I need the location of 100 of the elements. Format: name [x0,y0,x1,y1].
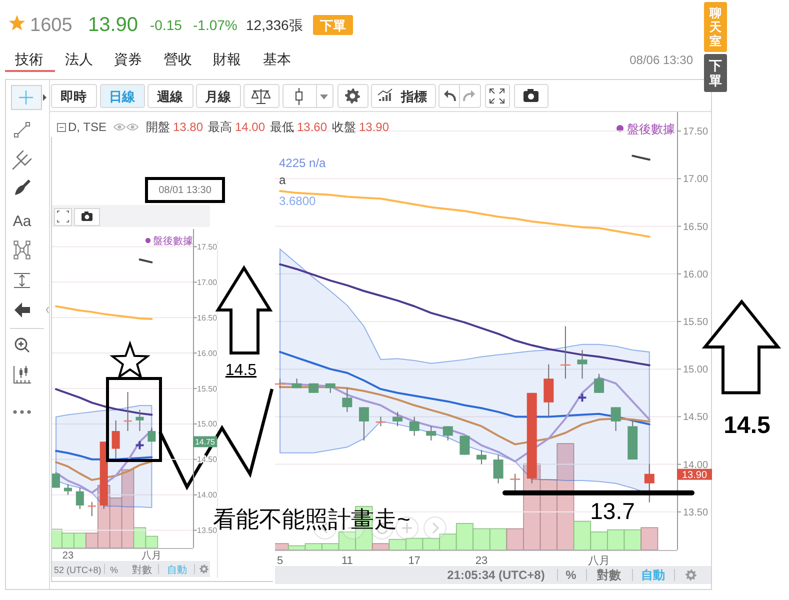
text: 13.90 [88,14,138,36]
text: 法人 [65,51,93,67]
text: 盤後數據 [153,235,193,247]
candlestick [610,406,621,432]
text: 08/01 13:30 [158,185,212,196]
text: D, TSE [68,120,106,134]
text: 營收 [164,51,192,67]
text: % [566,568,577,582]
candlestick [112,420,120,460]
x-tick-label: 11 [341,554,353,567]
annotation: a [279,173,286,187]
candlestick [136,409,144,432]
candlestick [342,388,352,412]
line-series [55,450,153,460]
text: 對數 [596,568,622,582]
text: 12,336張 [246,17,303,33]
y-tick-label: 16.00 [197,348,218,358]
text: 開盤 [146,120,170,134]
line-series [279,350,650,426]
candlestick [460,435,470,456]
annotation: 13.60 [297,120,328,134]
text: 14.75 [194,438,216,446]
y-tick-label: 13.50 [683,507,708,518]
text: 日線 [109,89,136,104]
candlestick [76,487,84,510]
text: 21:05:34 (UTC+8) [447,568,545,582]
y-tick-label: 14.00 [197,490,218,500]
line-series [55,388,153,416]
line-series [279,190,650,238]
text: 自動 [167,564,187,576]
x-tick-label: 17 [408,554,420,567]
text: -0.15 [150,17,182,33]
text: -1.07% [193,17,238,33]
candlestick [376,416,386,427]
candlestick [409,416,420,436]
annotation: 3.6800 [279,194,316,208]
x-tick-label: 23 [62,550,74,562]
y-tick-label: 17.00 [683,174,708,186]
candlestick [544,364,554,418]
text: Aa [12,213,32,230]
candlestick [442,426,453,441]
candlestick [493,454,504,484]
text: 下單 [319,18,346,33]
annotation: 4225 n/a [279,156,326,170]
text: 08/06 13:30 [630,53,694,67]
candlestick [510,473,520,494]
text: 技術 [14,51,43,67]
line-series [279,263,650,366]
y-tick-label: 17.50 [197,242,218,252]
candlestick [476,450,486,465]
y-tick-label: 16.50 [683,222,708,233]
text: 下單 [708,58,722,88]
bar [372,543,390,550]
text: 14.00 [235,120,266,134]
y-tick-label: 16.00 [683,269,708,280]
text: 指標 [400,89,427,104]
x-tick-label: 八月 [588,554,610,567]
candlestick [392,411,403,427]
y-tick-label: 15.00 [197,420,218,429]
text: 對數 [132,564,152,576]
candlestick [148,426,156,442]
text: 財報 [213,51,241,67]
text: 月線 [204,89,232,104]
text: 14.5 [724,412,770,439]
line-series [55,460,153,481]
text: % [110,565,118,575]
annotation: 盤後數據 [627,122,675,136]
y-tick-label: 15.50 [683,316,708,328]
y-tick-label: 16.50 [197,313,218,322]
bar [640,527,658,550]
text: 14.5 [225,362,257,379]
annotation: 收盤 [332,120,356,134]
text: 聊天室 [708,6,722,48]
x-tick-label: 5 [276,554,284,567]
text: 最高 [208,120,232,134]
line-series [55,305,153,320]
text: 週線 [156,89,184,104]
ref-line-label: 13.7 [590,498,635,524]
candlestick [88,501,96,517]
text: 52 (UTC+8) [54,565,102,575]
text: 1605 [30,15,72,36]
y-tick-label: 15.50 [197,384,218,394]
annotation: 13.90 [359,120,390,134]
text: 基本 [263,51,291,67]
annotation: 最低 [270,120,294,134]
y-tick-label: 14.00 [683,460,708,471]
y-tick-label: 15.00 [683,364,708,376]
text: 自動 [641,568,665,582]
text: 13.80 [173,120,204,134]
candlestick [64,484,72,496]
candlestick [644,464,654,503]
candlestick [577,350,588,380]
text: 即時 [60,89,86,104]
x-tick-label: 八月 [142,550,162,562]
annotation: 13.90 [682,470,708,481]
candlestick [52,473,60,488]
text: 資券 [114,51,142,67]
y-tick-label: 14.50 [683,412,708,424]
y-tick-label: 17.00 [197,278,218,287]
candlestick [358,406,369,441]
